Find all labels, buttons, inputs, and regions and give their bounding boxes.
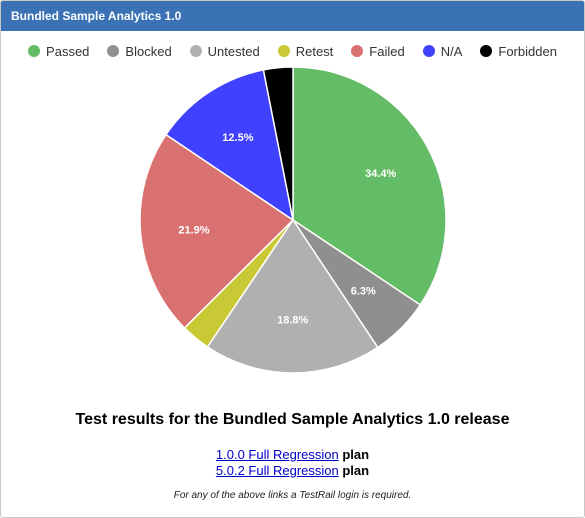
- legend-swatch: [107, 45, 120, 57]
- pie-data-label: 21.9%: [178, 225, 209, 237]
- legend-label: Failed: [369, 43, 405, 59]
- legend-item-failed[interactable]: Failed: [351, 43, 405, 59]
- panel-header: Bundled Sample Analytics 1.0: [1, 1, 584, 31]
- legend-label: Untested: [207, 43, 260, 59]
- report-links: 1.0.0 Full Regression plan 5.0.2 Full Re…: [1, 447, 584, 479]
- chart-legend: Passed Blocked Untested Retest Failed N/A Forb…: [1, 42, 584, 60]
- legend-label: Retest: [295, 43, 334, 59]
- legend-label: Passed: [46, 43, 90, 59]
- legend-swatch: [480, 45, 493, 57]
- pie-slice-n-a[interactable]: [164, 69, 295, 222]
- legend-item-passed[interactable]: Passed: [28, 44, 89, 59]
- pie-data-label: 34.4%: [365, 168, 396, 180]
- legend-swatch: [189, 45, 202, 57]
- pie-slice-forbidden[interactable]: [262, 66, 294, 221]
- legend-label: Forbidden: [498, 43, 557, 59]
- legend-label: Blocked: [125, 43, 172, 59]
- legend-swatch: [422, 45, 435, 57]
- pie-data-label: 6.3%: [351, 285, 376, 297]
- legend-item-blocked[interactable]: Blocked: [107, 43, 172, 59]
- pie-slice-untested[interactable]: [206, 218, 379, 374]
- link-suffix-1: plan: [342, 447, 370, 462]
- report-title: Test results for the Bundled Sample Anal…: [75, 411, 510, 428]
- link-row-2: 5.0.2 Full Regression plan: [1, 463, 584, 479]
- legend-swatch: [277, 45, 290, 57]
- legend-item-forbidden[interactable]: Forbidden: [480, 44, 557, 59]
- regression-link-1[interactable]: 1.0.0 Full Regression: [215, 447, 339, 462]
- legend-item-retest[interactable]: Retest: [277, 43, 334, 59]
- legend-swatch: [351, 45, 364, 57]
- login-note: For any of the above links a TestRail lo…: [173, 490, 412, 501]
- link-row-1: 1.0.0 Full Regression plan: [1, 447, 584, 463]
- pie-chart: 34.4% 6.3% 18.8% 21.9% 12.5%: [139, 66, 447, 374]
- link-suffix-2: plan: [342, 463, 370, 478]
- regression-link-2[interactable]: 5.0.2 Full Regression: [215, 463, 339, 478]
- legend-swatch: [28, 45, 41, 57]
- pie-data-label: 12.5%: [222, 132, 253, 144]
- legend-item-untested[interactable]: Untested: [189, 43, 260, 59]
- legend-label: N/A: [440, 43, 463, 59]
- legend-item-n-a[interactable]: N/A: [422, 43, 463, 59]
- pie-slice-failed[interactable]: [139, 133, 295, 329]
- pie-data-label: 18.8%: [277, 314, 308, 326]
